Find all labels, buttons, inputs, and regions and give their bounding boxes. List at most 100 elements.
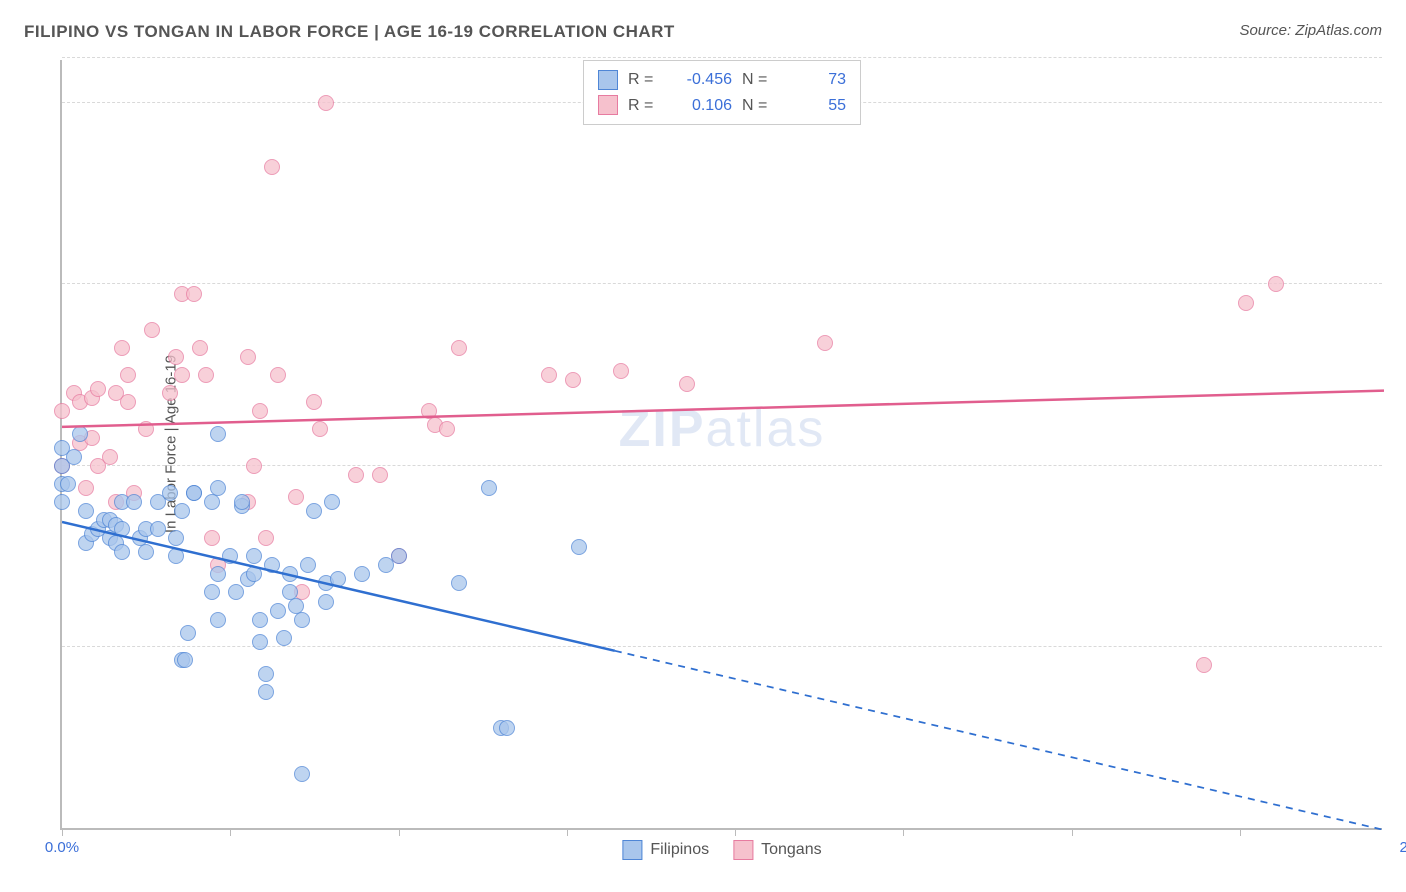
scatter-point-tongans (138, 421, 154, 437)
scatter-point-tongans (451, 340, 467, 356)
watermark-light: atlas (706, 400, 826, 458)
scatter-point-tongans (240, 349, 256, 365)
x-tick (903, 828, 904, 836)
scatter-point-filipinos (391, 548, 407, 564)
scatter-point-filipinos (150, 521, 166, 537)
scatter-point-filipinos (180, 625, 196, 641)
scatter-point-tongans (114, 340, 130, 356)
series-legend: Filipinos Tongans (622, 840, 821, 860)
scatter-point-tongans (174, 367, 190, 383)
scatter-point-filipinos (276, 630, 292, 646)
x-tick (230, 828, 231, 836)
n-label: N = (742, 93, 776, 119)
scatter-point-tongans (168, 349, 184, 365)
scatter-point-filipinos (168, 548, 184, 564)
scatter-point-filipinos (282, 566, 298, 582)
scatter-point-tongans (192, 340, 208, 356)
x-tick-label: 0.0% (45, 839, 79, 856)
scatter-point-filipinos (60, 476, 76, 492)
x-tick (1240, 828, 1241, 836)
scatter-point-filipinos (168, 530, 184, 546)
scatter-point-filipinos (324, 494, 340, 510)
scatter-point-filipinos (210, 612, 226, 628)
scatter-point-filipinos (258, 666, 274, 682)
scatter-point-filipinos (114, 521, 130, 537)
scatter-point-filipinos (114, 544, 130, 560)
n-label: N = (742, 67, 776, 93)
x-tick-label: 20.0% (1399, 839, 1406, 856)
x-tick (1072, 828, 1073, 836)
swatch-filipinos (622, 840, 642, 860)
scatter-point-filipinos (210, 480, 226, 496)
scatter-point-filipinos (481, 480, 497, 496)
r-value: -0.456 (672, 67, 732, 93)
scatter-point-tongans (439, 421, 455, 437)
scatter-point-filipinos (210, 426, 226, 442)
scatter-point-filipinos (234, 494, 250, 510)
scatter-point-filipinos (54, 494, 70, 510)
scatter-point-filipinos (252, 612, 268, 628)
scatter-point-filipinos (571, 539, 587, 555)
scatter-point-filipinos (72, 426, 88, 442)
scatter-point-filipinos (451, 575, 467, 591)
scatter-point-filipinos (162, 485, 178, 501)
scatter-point-filipinos (126, 494, 142, 510)
chart-title: FILIPINO VS TONGAN IN LABOR FORCE | AGE … (24, 22, 675, 42)
scatter-point-tongans (144, 322, 160, 338)
scatter-point-tongans (306, 394, 322, 410)
scatter-point-filipinos (294, 766, 310, 782)
scatter-point-tongans (613, 363, 629, 379)
scatter-point-filipinos (186, 485, 202, 501)
scatter-point-tongans (348, 467, 364, 483)
scatter-point-filipinos (246, 566, 262, 582)
swatch-tongans (733, 840, 753, 860)
legend-row-filipinos: R = -0.456 N = 73 (598, 67, 846, 93)
legend-label: Filipinos (650, 841, 709, 859)
n-value: 73 (786, 67, 846, 93)
scatter-point-tongans (270, 367, 286, 383)
scatter-point-filipinos (138, 544, 154, 560)
scatter-point-filipinos (228, 584, 244, 600)
x-tick (735, 828, 736, 836)
x-tick (62, 828, 63, 836)
legend-item-tongans: Tongans (733, 840, 822, 860)
scatter-point-filipinos (300, 557, 316, 573)
swatch-tongans (598, 95, 618, 115)
scatter-point-filipinos (270, 603, 286, 619)
scatter-point-tongans (252, 403, 268, 419)
scatter-point-filipinos (294, 612, 310, 628)
scatter-point-filipinos (330, 571, 346, 587)
scatter-point-filipinos (306, 503, 322, 519)
scatter-point-filipinos (252, 634, 268, 650)
scatter-point-filipinos (246, 548, 262, 564)
scatter-point-filipinos (204, 584, 220, 600)
x-tick (399, 828, 400, 836)
scatter-point-tongans (541, 367, 557, 383)
gridline (62, 283, 1382, 284)
scatter-point-tongans (565, 372, 581, 388)
scatter-point-tongans (162, 385, 178, 401)
scatter-point-tongans (288, 489, 304, 505)
scatter-point-filipinos (222, 548, 238, 564)
scatter-point-tongans (679, 376, 695, 392)
scatter-point-tongans (90, 381, 106, 397)
scatter-point-tongans (318, 95, 334, 111)
scatter-point-filipinos (354, 566, 370, 582)
scatter-point-filipinos (318, 594, 334, 610)
legend-item-filipinos: Filipinos (622, 840, 709, 860)
scatter-point-filipinos (258, 684, 274, 700)
scatter-point-tongans (817, 335, 833, 351)
scatter-point-filipinos (499, 720, 515, 736)
scatter-point-tongans (1238, 295, 1254, 311)
correlation-legend: R = -0.456 N = 73 R = 0.106 N = 55 (583, 60, 861, 125)
scatter-point-filipinos (177, 652, 193, 668)
r-label: R = (628, 67, 662, 93)
scatter-point-tongans (264, 159, 280, 175)
scatter-point-tongans (186, 286, 202, 302)
scatter-point-tongans (120, 367, 136, 383)
legend-row-tongans: R = 0.106 N = 55 (598, 93, 846, 119)
swatch-filipinos (598, 70, 618, 90)
scatter-point-tongans (198, 367, 214, 383)
scatter-point-filipinos (66, 449, 82, 465)
scatter-point-tongans (312, 421, 328, 437)
